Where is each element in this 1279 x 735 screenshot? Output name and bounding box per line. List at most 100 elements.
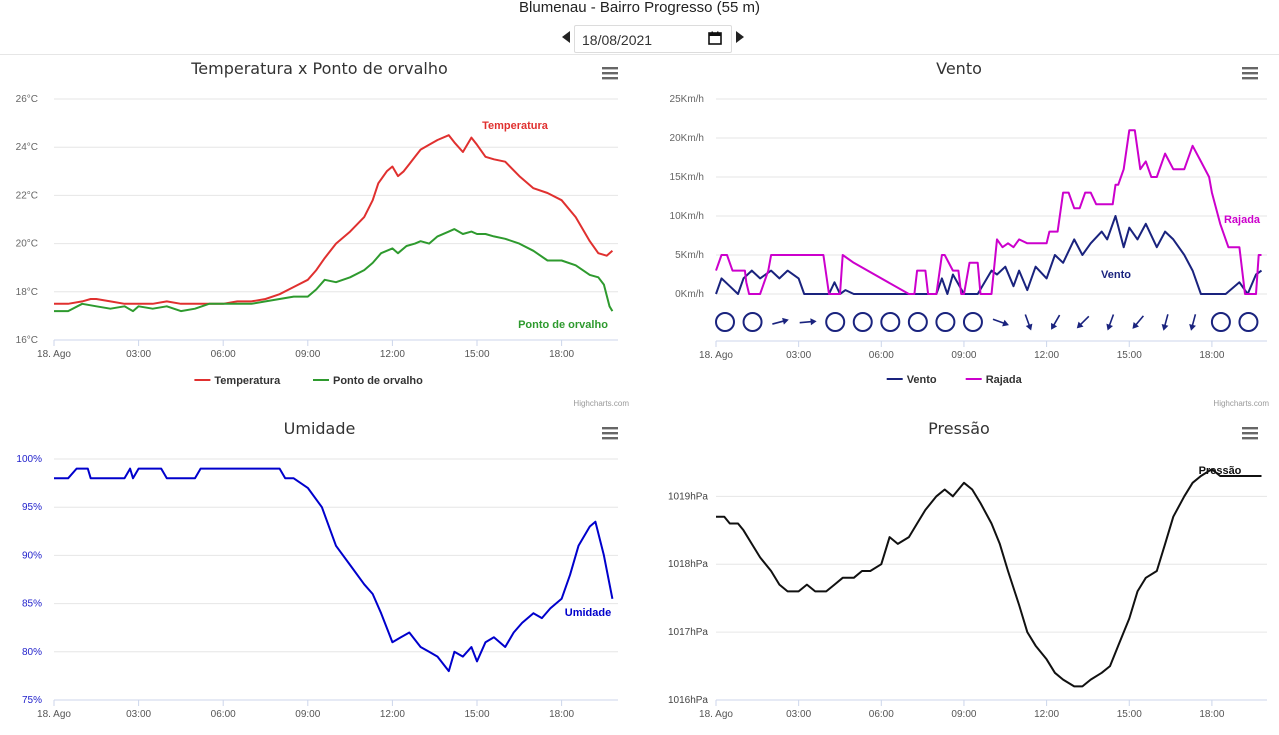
x-tick-label: 18. Ago [699,350,733,361]
wind-calm-icon [742,312,763,332]
pressao-svg: Pressão 1016hPa 1017hPa 1018hPa 1019hPa 18. A… [668,419,1267,720]
x-tick-label: 03:00 [126,349,151,360]
y-tick-label: 85% [22,599,42,610]
y-tick-label: 20°C [16,239,38,250]
x-tick-label: 12:00 [1034,350,1059,361]
y-tick-label: 80% [22,647,42,658]
x-tick-label: 03:00 [786,709,811,720]
y-tick-label: 24°C [16,142,38,153]
series-line-0 [54,467,614,673]
export-menu-icon[interactable] [1241,66,1259,80]
y-tick-label: 18°C [16,287,38,298]
temperatura-svg: Temperatura x Ponto de orvalho 16°C 18°C 20… [16,59,630,408]
wind-calm-icon [825,312,846,332]
chart-title: Umidade [284,419,356,438]
x-tick-label: 09:00 [951,350,976,361]
x-tick-label: 06:00 [211,349,236,360]
legend-item-1[interactable]: Ponto de orvalho [313,375,423,387]
wind-chart: Vento 0Km/h 5Km/h 10Km/h 15Km/h 20Km/h 25Km/h 1… [639,54,1279,414]
x-tick-label: 18:00 [1199,350,1224,361]
wind-arrow-icon [799,318,817,326]
y-tick-label: 1019hPa [668,491,708,502]
next-day-button[interactable] [736,31,744,43]
y-tick-label: 95% [22,502,42,513]
y-tick-label: 26°C [16,94,38,105]
wind-calm-icon [1210,312,1231,332]
y-tick-label: 20Km/h [670,133,704,144]
x-tick-label: 12:00 [380,349,405,360]
series-line-0 [54,134,614,305]
x-tick-label: 15:00 [1117,709,1142,720]
legend-label: Ponto de orvalho [333,375,423,387]
x-tick-label: 15:00 [1117,350,1142,361]
wind-calm-icon [880,312,901,332]
series-end-label: Vento [1101,269,1131,281]
y-tick-label: 75% [22,695,42,706]
date-navigation: 18/08/2021 [560,25,750,53]
pressure-chart: Pressão 1016hPa 1017hPa 1018hPa 1019hPa 18. A… [639,414,1279,735]
wind-calm-icon [962,312,983,332]
series-line-0 [716,468,1262,688]
legend-label: Vento [907,374,937,386]
legend-item-0[interactable]: Vento [886,374,937,386]
x-tick-label: 03:00 [786,350,811,361]
date-input[interactable]: 18/08/2021 [574,25,732,53]
legend-item-0[interactable]: Temperatura [194,375,281,387]
wind-arrow-icon [1132,315,1145,329]
wind-arrow-icon [772,317,789,325]
previous-day-button[interactable] [562,31,570,43]
series-line-0 [715,215,1263,295]
y-tick-label: 0Km/h [675,289,704,300]
wind-arrow-icon [1189,314,1197,331]
x-tick-label: 18:00 [549,349,574,360]
wind-arrow-icon [1076,315,1090,329]
x-tick-label: 12:00 [1034,709,1059,720]
wind-arrow-icon [1024,314,1033,331]
x-tick-label: 06:00 [211,709,236,720]
y-tick-label: 1016hPa [668,695,708,706]
wind-arrow-icon [992,318,1009,327]
x-tick-label: 06:00 [869,350,894,361]
temperature-dewpoint-chart: Temperatura x Ponto de orvalho 16°C 18°C 20… [0,54,639,414]
series-end-label: Ponto de orvalho [518,319,608,331]
x-tick-label: 06:00 [869,709,894,720]
humidity-chart: Umidade 75% 80% 85% 90% 95% 100% 18. Ago 03:00 06… [0,414,639,735]
export-menu-icon[interactable] [601,66,619,80]
x-tick-label: 03:00 [126,709,151,720]
wind-calm-icon [852,312,873,332]
series-end-label: Temperatura [482,120,549,132]
vento-svg: Vento 0Km/h 5Km/h 10Km/h 15Km/h 20Km/h 25Km/h 1… [670,59,1270,408]
x-tick-label: 15:00 [464,709,489,720]
legend-label: Rajada [986,374,1023,386]
export-menu-icon[interactable] [1241,426,1259,440]
y-tick-label: 22°C [16,190,38,201]
wind-calm-icon [715,312,735,332]
y-tick-label: 90% [22,550,42,561]
export-menu-icon[interactable] [601,426,619,440]
y-tick-label: 1018hPa [668,559,708,570]
x-tick-label: 12:00 [380,709,405,720]
credits-link: Highcharts.com [1213,399,1269,408]
calendar-icon[interactable] [708,31,722,45]
y-tick-label: 10Km/h [670,211,704,222]
wind-calm-icon [1238,312,1259,332]
series-end-label: Umidade [565,607,611,619]
y-tick-label: 25Km/h [670,94,704,105]
x-tick-label: 09:00 [295,709,320,720]
page-title: Blumenau - Bairro Progresso (55 m) [519,0,760,16]
chart-title: Pressão [928,419,990,438]
y-tick-label: 5Km/h [675,250,704,261]
wind-calm-icon [907,312,928,332]
y-tick-label: 16°C [16,335,38,346]
page-header: Blumenau - Bairro Progresso (55 m) 18/08… [0,0,1279,55]
credits-link: Highcharts.com [573,399,629,408]
wind-arrow-icon [1161,314,1169,331]
x-tick-label: 09:00 [295,349,320,360]
y-tick-label: 100% [16,454,42,465]
wind-calm-icon [935,312,956,332]
legend-item-1[interactable]: Rajada [965,374,1023,386]
series-end-label: Pressão [1199,465,1242,477]
series-line-1 [54,228,614,313]
chart-title: Vento [936,59,982,78]
umidade-svg: Umidade 75% 80% 85% 90% 95% 100% 18. Ago 03:00 06… [16,419,619,720]
